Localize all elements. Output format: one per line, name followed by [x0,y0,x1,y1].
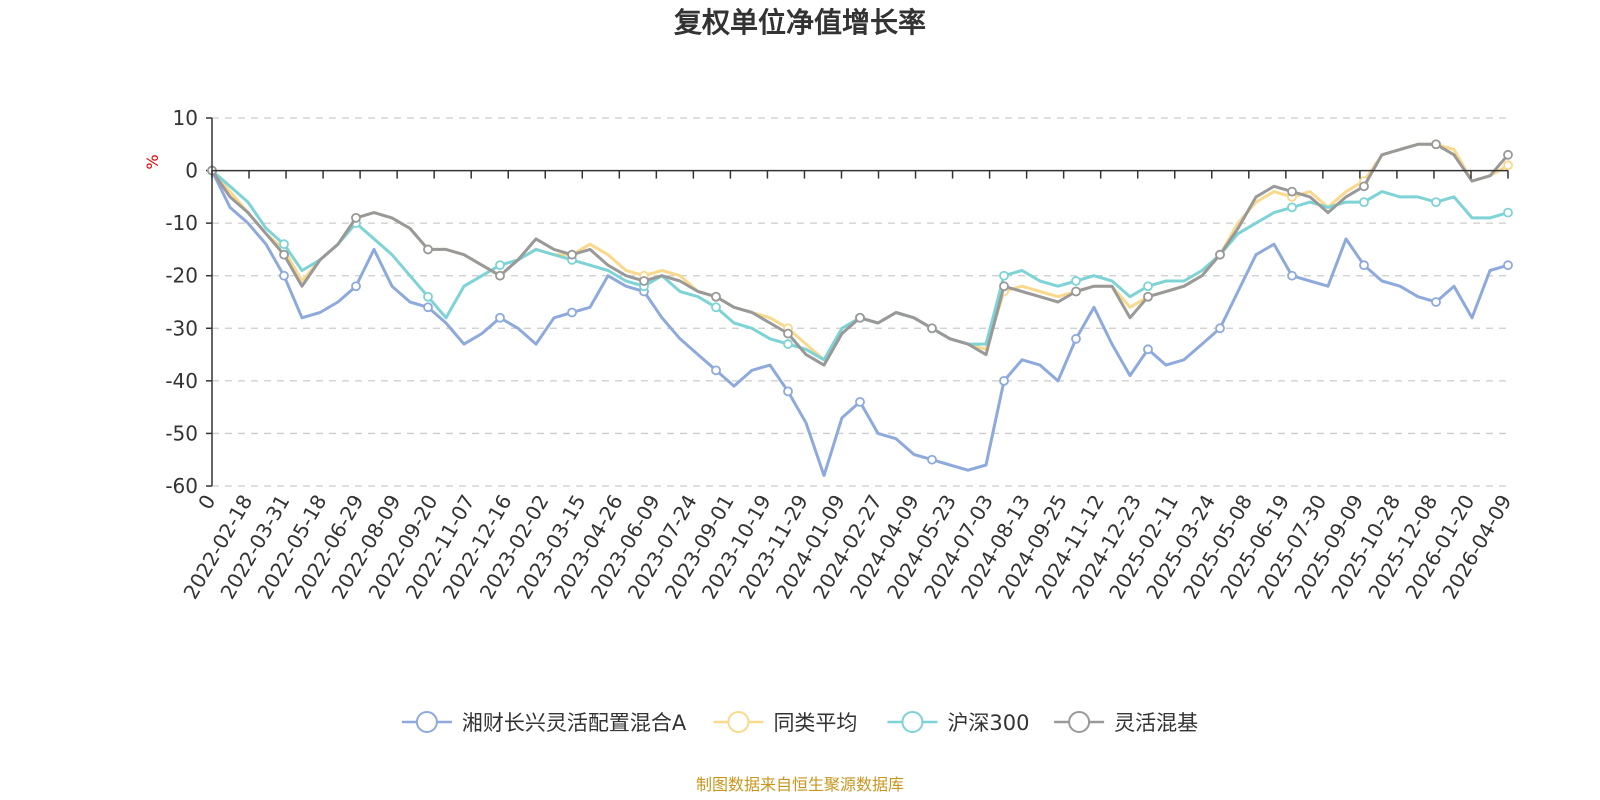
series-marker [999,281,1009,292]
series-marker [1503,149,1513,160]
series-marker [495,312,505,323]
series-marker [1215,249,1225,260]
legend-swatch-marker [727,711,750,733]
series-marker [1359,197,1369,208]
y-tick-label: 10 [173,106,198,130]
legend[interactable]: 湘财长兴灵活配置混合A 同类平均 沪深300 灵活混基 [401,711,1198,735]
series-marker [927,323,937,334]
series-marker [351,212,361,223]
series-marker [1287,186,1297,197]
series-marker [999,375,1009,386]
grid-lines [212,117,1508,487]
series-marker [783,339,793,349]
legend-item[interactable]: 湘财长兴灵活配置混合A [401,711,687,735]
series-line [210,142,1510,367]
y-axis-ticks: 10 0 -10 -20 -30 -40 -50 -60 [165,106,212,498]
y-axis-unit: % [143,154,162,169]
series-marker [927,454,937,465]
series-marker [1143,291,1153,302]
series-marker [639,276,649,286]
legend-swatch-marker [1068,711,1091,733]
series-marker [567,249,577,260]
series-marker [1359,260,1369,271]
series-marker [1431,197,1441,208]
series-marker [1071,333,1081,344]
series-marker [351,281,361,292]
series-marker [279,249,289,260]
y-tick-label: -50 [165,421,198,445]
series-marker [783,386,793,397]
legend-swatch-marker [901,711,924,733]
series-lines [207,139,1513,477]
series-marker [711,365,721,376]
legend-swatch-marker [415,711,438,733]
series-marker [279,270,289,281]
series-marker [1287,270,1297,281]
series-marker [1143,344,1153,355]
series-1 [207,139,1513,362]
series-line [210,142,1509,362]
series-marker [783,328,793,339]
series-marker [1359,181,1369,192]
series-marker [1215,323,1225,334]
y-tick-label: -60 [165,474,198,498]
series-marker [1431,297,1441,307]
series-marker [423,244,433,255]
series-marker [1071,286,1081,297]
x-tick-label: 0 [193,491,220,514]
legend-item[interactable]: 灵活混基 [1054,711,1198,735]
legend-label: 湘财长兴灵活配置混合A [462,711,687,735]
series-marker [711,291,721,302]
series-marker [495,270,505,281]
chart-title: 复权单位净值增长率 [674,6,926,39]
series-marker [1071,276,1081,286]
series-line [210,169,1509,477]
series-marker [855,312,865,323]
source-note: 制图数据来自恒生聚源数据库 [696,775,904,794]
series-marker [999,270,1009,281]
series-marker [711,302,721,313]
series-marker [423,291,433,302]
x-axis-ticks: 02022-02-182022-03-312022-05-182022-06-2… [178,170,1516,603]
legend-label: 沪深300 [947,711,1029,735]
series-marker [1503,207,1513,218]
y-tick-label: -10 [165,211,198,235]
legend-label: 灵活混基 [1114,711,1198,735]
series-marker [1431,139,1441,150]
series-marker [855,396,865,407]
legend-item[interactable]: 同类平均 [713,711,857,735]
y-tick-label: 0 [185,159,198,183]
y-tick-label: -30 [165,316,198,340]
legend-item[interactable]: 沪深300 [887,711,1030,735]
series-marker [567,307,577,318]
series-marker [1287,202,1297,213]
legend-label: 同类平均 [773,711,857,735]
axes [211,118,1508,486]
series-marker [1503,260,1513,271]
series-3 [207,139,1513,367]
y-tick-label: -20 [165,264,198,288]
series-marker [423,302,433,313]
series-marker [1143,281,1153,292]
series-marker [1503,160,1513,171]
series-marker [495,260,505,271]
series-marker [279,239,289,250]
y-tick-label: -40 [165,369,198,393]
